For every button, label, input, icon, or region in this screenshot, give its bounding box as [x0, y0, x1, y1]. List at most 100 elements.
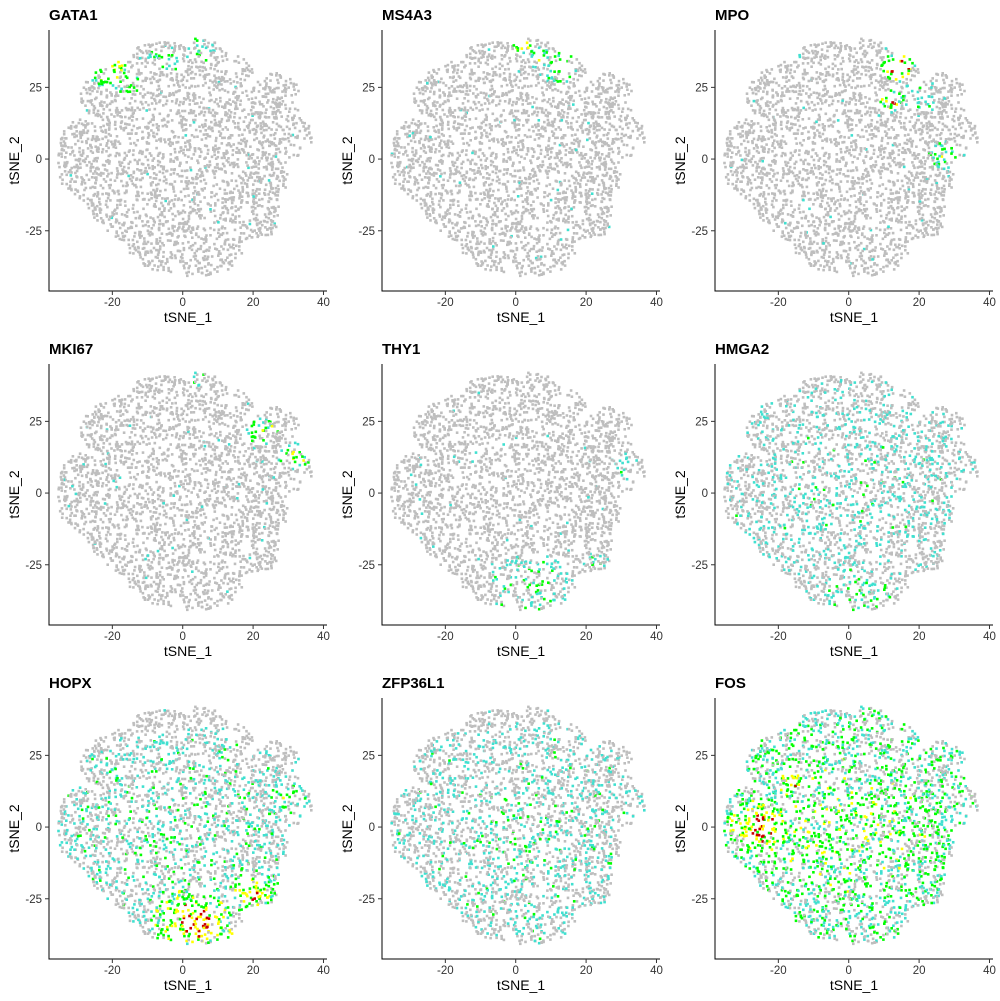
cell-point [266, 228, 269, 231]
cell-point [568, 210, 571, 213]
cell-point [205, 68, 208, 71]
cell-point [106, 81, 109, 84]
cell-point [584, 176, 587, 179]
cell-point [198, 267, 201, 270]
cell-point [157, 253, 160, 256]
cell-point [191, 62, 194, 65]
cell-point [597, 80, 600, 83]
cell-point [495, 223, 498, 226]
cell-point [106, 161, 109, 164]
cell-point [408, 126, 411, 129]
cell-point [455, 185, 458, 188]
cell-point [504, 183, 507, 186]
cell-point [547, 166, 550, 169]
cell-point [189, 146, 192, 149]
cell-point [599, 159, 602, 162]
cell-point [105, 89, 108, 92]
cell-point [213, 74, 216, 77]
cell-point [488, 42, 491, 45]
cell-point [460, 61, 463, 64]
cell-point [457, 204, 460, 207]
cell-point [510, 136, 513, 139]
cell-point [141, 192, 144, 195]
cell-point [543, 54, 546, 57]
cell-point [104, 129, 107, 132]
cell-point [519, 275, 522, 278]
cell-point [524, 236, 527, 239]
cell-point [238, 61, 241, 64]
cell-point [533, 180, 536, 183]
cell-point [581, 65, 584, 68]
cell-point [98, 138, 101, 141]
cell-point [275, 187, 278, 190]
cell-point [414, 154, 417, 157]
cell-point [457, 64, 460, 67]
cell-point [148, 108, 151, 111]
cell-point [478, 77, 481, 80]
cell-point [170, 72, 173, 75]
cell-point [109, 103, 112, 106]
cell-point [530, 193, 533, 196]
cell-point [239, 103, 242, 106]
cell-point [465, 115, 468, 118]
cell-point [77, 167, 80, 170]
cell-point [517, 110, 520, 113]
cell-point [270, 128, 273, 131]
cell-point [205, 137, 208, 140]
cell-point [404, 178, 407, 181]
cell-point [438, 180, 441, 183]
cell-point [543, 121, 546, 124]
cell-point [566, 196, 569, 199]
cell-point [214, 166, 217, 169]
cell-point [569, 76, 572, 79]
cell-point [152, 168, 155, 171]
cell-point [239, 236, 242, 239]
cell-point [446, 213, 449, 216]
cell-point [486, 264, 489, 267]
cell-point [284, 94, 287, 97]
cell-point [116, 109, 119, 112]
cell-point [105, 96, 108, 99]
cell-point [255, 165, 258, 168]
cell-point [144, 156, 147, 159]
cell-point [449, 199, 452, 202]
cell-point [410, 140, 413, 143]
cell-point [423, 150, 426, 153]
cell-point [269, 73, 272, 76]
cell-point [277, 205, 280, 208]
cell-point [184, 142, 187, 145]
cell-point [485, 114, 488, 117]
cell-point [249, 223, 252, 226]
cell-point [176, 76, 179, 79]
cell-point [251, 236, 254, 239]
cell-point [222, 180, 225, 183]
cell-point [424, 122, 427, 125]
cell-point [609, 79, 612, 82]
cell-point [224, 111, 227, 114]
cell-point [155, 102, 158, 105]
y-tick-label: 25 [29, 82, 42, 94]
cell-point [519, 176, 522, 179]
cell-point [472, 108, 475, 111]
cell-point [177, 109, 180, 112]
cell-point [495, 172, 498, 175]
cell-point [204, 39, 207, 42]
cell-point [608, 145, 611, 148]
cell-point [490, 216, 493, 219]
cell-point [550, 199, 553, 202]
cell-point [551, 228, 554, 231]
cell-point [218, 250, 221, 253]
cell-point [584, 236, 587, 239]
cell-point [463, 97, 466, 100]
cell-point [87, 203, 90, 206]
cell-point [532, 200, 535, 203]
cell-point [96, 205, 99, 208]
cell-point [280, 171, 283, 174]
cell-point [577, 224, 580, 227]
cell-point [238, 142, 241, 145]
cell-point [603, 231, 606, 234]
cell-point [240, 206, 243, 209]
cell-point [526, 196, 529, 199]
cell-point [482, 121, 485, 124]
cell-point [162, 125, 165, 128]
